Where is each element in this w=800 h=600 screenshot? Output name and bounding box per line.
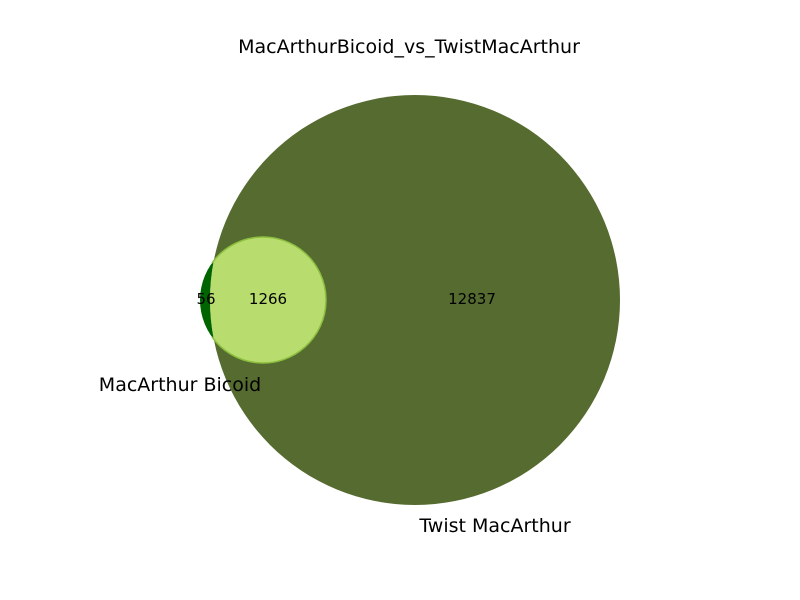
twist-macarthur-circle: [210, 95, 620, 505]
count-twist-macarthur-only: 12837: [448, 290, 496, 308]
diagram-title: MacArthurBicoid_vs_TwistMacArthur: [238, 36, 580, 58]
overlap-outline: [211, 236, 327, 364]
count-macarthur-bicoid-only: 56: [196, 290, 215, 308]
set-label-macarthur-bicoid: MacArthur Bicoid: [99, 374, 261, 396]
set-label-twist-macarthur: Twist MacArthur: [418, 515, 570, 537]
count-overlap: 1266: [249, 290, 287, 308]
